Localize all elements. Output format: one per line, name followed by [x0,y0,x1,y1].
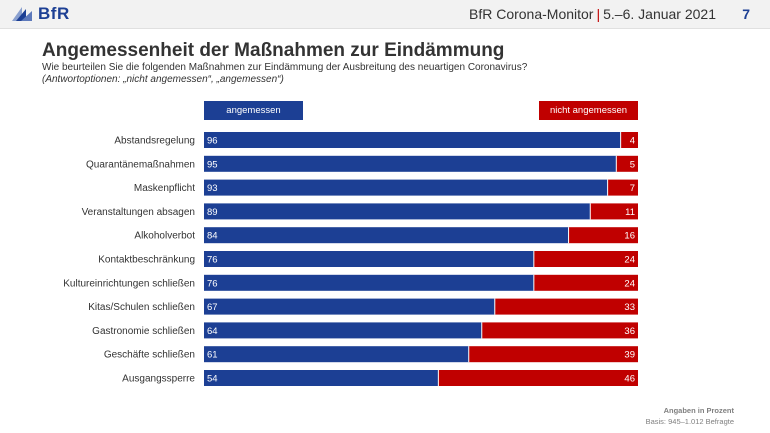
value-label-nicht-angemessen: 4 [630,136,635,147]
bar-nicht-angemessen [533,251,638,267]
legend-disagree: nicht angemessen [539,101,638,120]
category-label: Alkoholverbot [134,231,195,242]
bar-angemessen [204,227,569,244]
bar-nicht-angemessen [616,155,638,172]
value-label-angemessen: 84 [207,231,218,242]
bar-divider [533,251,535,267]
header-separator: | [596,6,601,22]
value-label-nicht-angemessen: 24 [624,255,635,266]
bar-divider [615,155,617,172]
chart-title: Angemessenheit der Maßnahmen zur Eindämm… [42,40,505,61]
header-bar: BfR BfR Corona-Monitor | 5.–6. Januar 2021… [0,0,770,29]
value-label-angemessen: 93 [207,183,218,194]
bar-divider [437,370,439,386]
value-label-angemessen: 54 [207,374,218,385]
bar-nicht-angemessen [620,132,638,148]
value-label-nicht-angemessen: 36 [624,326,635,337]
category-label: Kitas/Schulen schließen [88,302,195,313]
category-label: Veranstaltungen absagen [82,207,195,218]
unit-note: Angaben in Prozent [663,406,734,415]
chart-subtitle: Wie beurteilen Sie die folgenden Maßnahm… [42,62,528,73]
bar-nicht-angemessen [607,179,638,196]
category-label: Geschäfte schließen [104,350,195,361]
bar-angemessen [204,322,482,339]
category-label: Kontaktbeschränkung [98,255,195,266]
bar-angemessen [204,179,608,196]
value-label-angemessen: 64 [207,326,218,337]
value-label-angemessen: 67 [207,302,218,313]
bar-nicht-angemessen [494,298,638,315]
value-label-nicht-angemessen: 7 [630,183,635,194]
value-label-nicht-angemessen: 5 [630,159,635,170]
bar-angemessen [204,346,469,363]
value-label-angemessen: 96 [207,136,218,147]
category-label: Gastronomie schließen [92,326,195,337]
bfr-logo-mark-icon [12,7,32,21]
bar-angemessen [204,251,534,267]
page-number: 7 [742,6,750,22]
bar-divider [589,203,591,220]
bar-divider [468,346,470,363]
bar-angemessen [204,370,439,386]
bar-divider [481,322,483,339]
category-label: Ausgangssperre [122,374,195,385]
value-label-nicht-angemessen: 11 [625,207,635,218]
bar-divider [620,132,622,148]
logo-text: BfR [38,4,70,23]
bar-divider [607,179,609,196]
bar-nicht-angemessen [590,203,638,220]
bar-angemessen [204,132,621,148]
answer-options: (Antwortoptionen: „nicht angemessen“, „a… [42,74,284,85]
value-label-nicht-angemessen: 39 [624,350,635,361]
bar-angemessen [204,203,591,220]
bar-divider [494,298,496,315]
bar-angemessen [204,274,534,291]
value-label-angemessen: 95 [207,159,218,170]
bar-nicht-angemessen [533,274,638,291]
category-label: Kultureinrichtungen schließen [63,278,195,289]
bar-divider [568,227,570,244]
category-label: Quarantänemaßnahmen [86,159,195,170]
value-label-nicht-angemessen: 24 [624,278,635,289]
sample-basis: Basis: 945–1.012 Befragte [645,417,734,426]
value-label-nicht-angemessen: 16 [624,231,635,242]
value-label-nicht-angemessen: 46 [624,374,635,385]
legend-agree: angemessen [204,101,303,120]
category-label: Maskenpflicht [134,183,195,194]
bar-nicht-angemessen [568,227,638,244]
bar-divider [533,274,535,291]
bar-angemessen [204,155,617,172]
bar-nicht-angemessen [481,322,638,339]
header-source: BfR Corona-Monitor | 5.–6. Januar 2021 [469,6,716,22]
value-label-angemessen: 76 [207,255,218,266]
bar-nicht-angemessen [438,370,638,386]
survey-date: 5.–6. Januar 2021 [603,6,716,22]
bar-angemessen [204,298,495,315]
value-label-angemessen: 61 [207,350,218,361]
value-label-angemessen: 89 [207,207,218,218]
value-label-angemessen: 76 [207,278,218,289]
source-name: BfR Corona-Monitor [468,6,594,22]
bfr-logo: BfR [10,4,70,23]
value-label-nicht-angemessen: 33 [624,302,635,313]
category-label: Abstandsregelung [114,136,195,147]
bar-nicht-angemessen [468,346,638,363]
